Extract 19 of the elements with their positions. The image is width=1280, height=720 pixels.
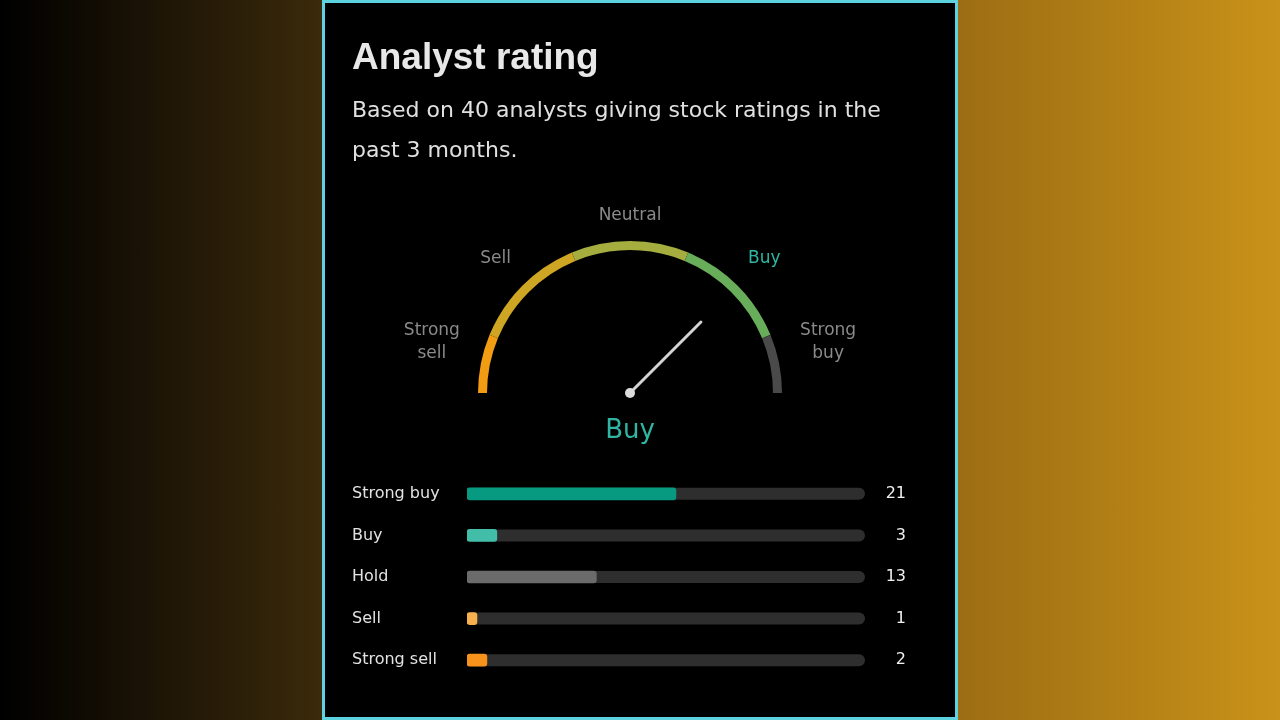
data-label: 2 <box>895 649 906 669</box>
bar <box>467 529 498 542</box>
slice-label: Strong buy <box>800 319 857 363</box>
chart-title: Analyst rating <box>352 36 599 78</box>
y-tick-label: Hold <box>352 566 389 586</box>
y-tick-label: Buy <box>352 524 383 544</box>
y-tick-label: Strong buy <box>352 482 440 502</box>
slice-label: Sell <box>480 247 511 268</box>
y-tick-label: Strong sell <box>352 649 437 669</box>
slice-label: Neutral <box>598 204 662 225</box>
y-tick-label: Sell <box>352 607 381 627</box>
data-label: 1 <box>895 607 906 627</box>
chart-subtitle: Based on 40 analysts giving stock ratings in the past 3 months. <box>352 96 882 164</box>
text: Buy <box>605 413 655 444</box>
slice-label: Buy <box>748 247 781 268</box>
data-label: 3 <box>895 524 906 544</box>
data-label: 21 <box>885 482 906 502</box>
data-label: 13 <box>885 566 906 586</box>
bar <box>467 653 488 667</box>
